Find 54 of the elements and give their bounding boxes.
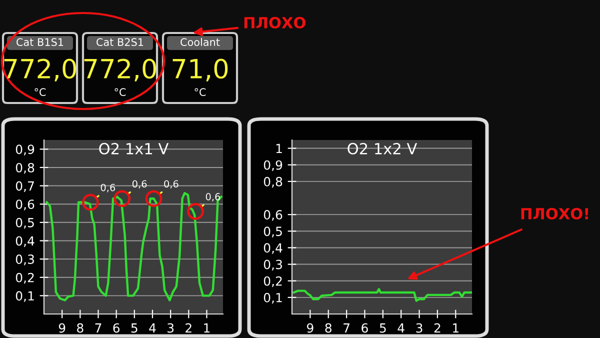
x-tick-label: 6 [362,323,368,333]
text: °C [34,88,46,96]
x-tick-label: 3 [168,323,174,333]
y-tick-label: 0,4 [264,243,282,254]
y-tick-label: 0,3 [16,254,34,266]
y-tick-label: 0,4 [16,236,34,247]
y-tick-label: 0,1 [16,291,34,302]
y-tick-label: 0,2 [16,272,34,284]
annotation: 0,6 [132,180,147,189]
x-tick-label: 5 [131,323,138,333]
line-series [292,288,472,302]
x-tick-label: 9 [58,323,66,333]
x-tick-label: 4 [149,323,156,333]
text: 71,0 [172,58,228,82]
y-tick-label: 0,8 [16,162,34,174]
text: ПЛОХО! [521,208,588,220]
y-tick-label: 0,9 [264,160,282,172]
text: °C [114,88,126,96]
x-tick-label: 4 [398,323,404,333]
y-tick-label: 1 [276,144,282,154]
x-tick-label: 1 [453,323,458,333]
y-tick-label: 0,8 [264,176,282,188]
category-label: Coolant [180,38,220,46]
y-tick-label: 0,2 [264,276,282,288]
x-tick-label: 2 [434,323,440,333]
text: °C [194,88,206,96]
annotation: 0,6 [164,180,178,189]
annotation: 0,6 [100,184,116,192]
x-tick-label: 8 [325,323,332,333]
x-tick-label: 3 [416,323,422,333]
x-tick-label: 1 [204,323,210,333]
chart-title: O2 1x2 V [348,142,418,154]
y-tick-label: 0,3 [264,260,282,270]
x-tick-label: 7 [344,323,350,333]
x-tick-label: 8 [77,323,84,333]
category-label: Cat B1S1 [16,38,64,46]
x-tick-label: 9 [306,323,314,333]
y-tick-label: 0,5 [264,226,282,238]
y-tick-label: 0,9 [16,144,34,156]
x-tick-label: 5 [380,323,386,333]
x-tick-label: 2 [186,323,192,333]
y-tick-label: 0,1 [264,292,282,304]
y-tick-label: 0,6 [16,200,34,210]
text: 772,0 [4,58,76,82]
category-label: Cat B2S1 [96,38,144,46]
y-tick-label: 0,5 [16,218,34,229]
text: 772,0 [84,58,156,82]
text: ПЛОХО [244,16,306,28]
chart-title: O2 1x1 V [99,142,169,154]
x-tick-label: 6 [113,323,120,333]
x-tick-label: 7 [95,323,102,333]
y-tick-label: 0,7 [16,181,34,192]
y-tick-label: 0,6 [264,210,282,221]
annotation: 0,6 [206,193,220,202]
